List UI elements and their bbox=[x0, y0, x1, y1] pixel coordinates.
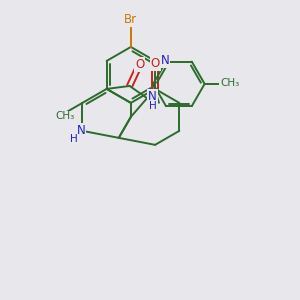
Text: Br: Br bbox=[124, 14, 137, 26]
Text: H: H bbox=[70, 134, 77, 144]
Text: N: N bbox=[76, 124, 85, 137]
Text: N: N bbox=[148, 90, 157, 104]
Text: H: H bbox=[148, 101, 156, 111]
Text: CH₃: CH₃ bbox=[220, 78, 240, 88]
Text: O: O bbox=[135, 58, 144, 70]
Text: N: N bbox=[160, 54, 169, 67]
Text: O: O bbox=[151, 57, 160, 70]
Text: CH₃: CH₃ bbox=[55, 111, 74, 122]
